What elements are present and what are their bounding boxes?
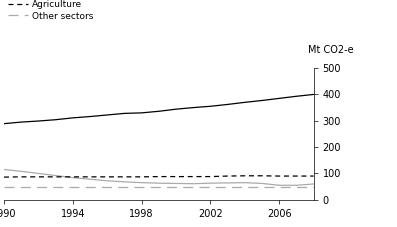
Text: Mt CO2-e: Mt CO2-e [308,45,354,55]
Legend: Energy, Land use (a), Agriculture, Other sectors: Energy, Land use (a), Agriculture, Other… [8,0,93,21]
